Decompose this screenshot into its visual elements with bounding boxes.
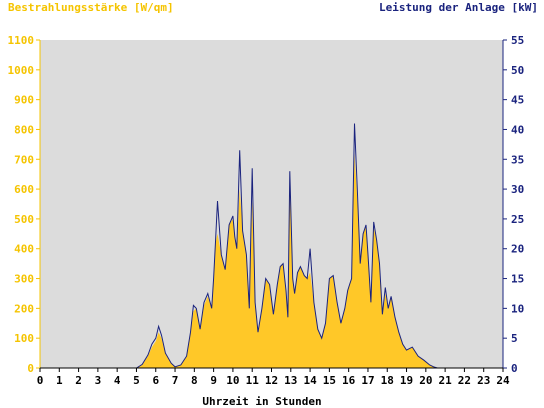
x-tick-label: 11 bbox=[246, 374, 260, 387]
series-irradiance-area bbox=[40, 153, 503, 368]
x-tick-label: 4 bbox=[114, 374, 121, 387]
left-tick-label: 1000 bbox=[8, 64, 35, 77]
left-tick-label: 800 bbox=[14, 123, 34, 136]
left-tick-label: 700 bbox=[14, 153, 34, 166]
x-tick-label: 15 bbox=[323, 374, 336, 387]
x-tick-label: 21 bbox=[439, 374, 453, 387]
right-tick-label: 10 bbox=[511, 302, 524, 315]
right-tick-label: 20 bbox=[511, 243, 524, 256]
right-tick-label: 25 bbox=[511, 213, 524, 226]
x-tick-label: 19 bbox=[400, 374, 413, 387]
right-tick-label: 15 bbox=[511, 273, 524, 286]
left-tick-label: 900 bbox=[14, 94, 34, 107]
left-tick-label: 600 bbox=[14, 183, 34, 196]
x-axis-label: Uhrzeit in Stunden bbox=[202, 395, 321, 408]
right-tick-label: 40 bbox=[511, 123, 524, 136]
x-tick-label: 13 bbox=[284, 374, 297, 387]
x-tick-label: 14 bbox=[303, 374, 317, 387]
x-tick-label: 24 bbox=[496, 374, 510, 387]
right-tick-label: 0 bbox=[511, 362, 518, 375]
left-tick-label: 0 bbox=[27, 362, 34, 375]
left-tick-label: 200 bbox=[14, 302, 34, 315]
series-power-line bbox=[40, 123, 503, 369]
x-tick-label: 6 bbox=[152, 374, 159, 387]
x-tick-label: 12 bbox=[265, 374, 278, 387]
right-tick-label: 45 bbox=[511, 94, 524, 107]
x-tick-label: 16 bbox=[342, 374, 356, 387]
x-tick-label: 18 bbox=[381, 374, 394, 387]
left-tick-label: 400 bbox=[14, 243, 34, 256]
x-tick-label: 17 bbox=[361, 374, 374, 387]
right-axis-title: Leistung der Anlage [kW] bbox=[379, 1, 538, 14]
x-tick-label: 23 bbox=[477, 374, 490, 387]
right-tick-label: 5 bbox=[511, 332, 518, 345]
left-tick-label: 100 bbox=[14, 332, 34, 345]
x-tick-label: 7 bbox=[172, 374, 179, 387]
left-tick-label: 1100 bbox=[8, 34, 35, 47]
right-tick-label: 55 bbox=[511, 34, 524, 47]
x-tick-label: 20 bbox=[419, 374, 432, 387]
x-tick-label: 1 bbox=[56, 374, 63, 387]
left-axis-title: Bestrahlungsstärke [W/qm] bbox=[8, 1, 174, 14]
x-tick-label: 5 bbox=[133, 374, 140, 387]
left-tick-label: 500 bbox=[14, 213, 34, 226]
x-tick-label: 2 bbox=[75, 374, 82, 387]
x-tick-label: 0 bbox=[37, 374, 44, 387]
x-tick-label: 3 bbox=[95, 374, 102, 387]
right-tick-label: 50 bbox=[511, 64, 524, 77]
right-tick-label: 35 bbox=[511, 153, 524, 166]
x-tick-label: 22 bbox=[458, 374, 471, 387]
x-tick-label: 8 bbox=[191, 374, 198, 387]
left-tick-label: 300 bbox=[14, 273, 34, 286]
x-tick-label: 10 bbox=[226, 374, 239, 387]
x-tick-label: 9 bbox=[210, 374, 217, 387]
right-tick-label: 30 bbox=[511, 183, 524, 196]
